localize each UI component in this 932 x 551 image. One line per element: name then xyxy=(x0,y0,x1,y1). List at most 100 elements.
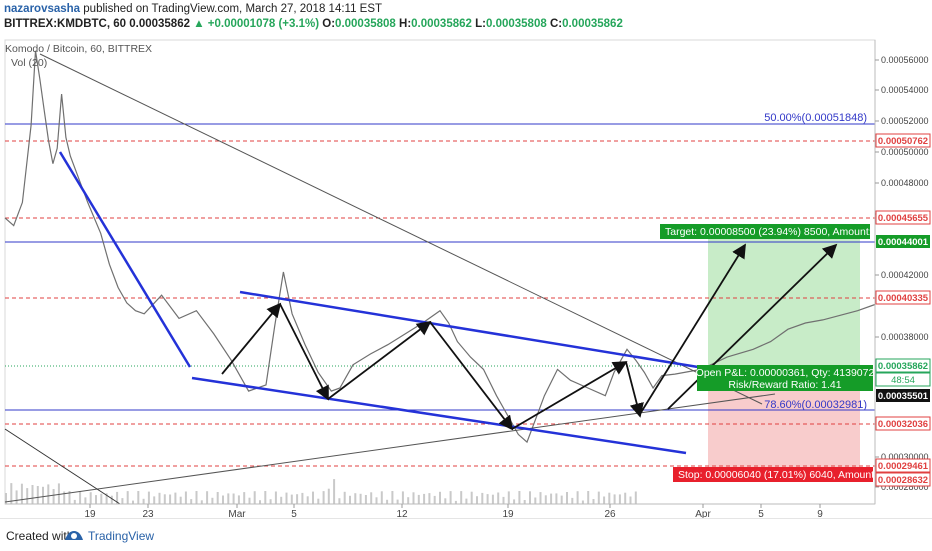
volume-bar xyxy=(343,491,346,504)
volume-bar xyxy=(502,496,505,504)
volume-bar xyxy=(216,492,219,504)
thin-trendlines xyxy=(4,53,776,505)
volume-bar xyxy=(243,492,246,504)
created-with-text: Created with xyxy=(6,529,74,543)
y-tick-label: 0.00056000 xyxy=(881,55,929,65)
pnl-label: Open P&L: 0.00000361, Qty: 4139072 xyxy=(696,367,875,379)
volume-bar xyxy=(581,500,584,504)
author-name[interactable]: nazarovsasha xyxy=(4,3,81,15)
chart-header: nazarovsasha published on TradingView.co… xyxy=(0,0,932,34)
x-tick-label: 5 xyxy=(291,509,297,518)
volume-bar xyxy=(259,500,261,504)
tag-35501: 0.00035501 xyxy=(876,389,930,402)
open-value: 0.00035808 xyxy=(335,18,396,30)
volume-bar xyxy=(126,491,129,504)
projection-arrows xyxy=(221,243,838,431)
volume-bar xyxy=(47,484,50,504)
volume-bar xyxy=(523,500,526,504)
volume-bar xyxy=(89,492,92,504)
volume-bar xyxy=(110,495,113,504)
volume-bar xyxy=(571,497,574,504)
volume-bar xyxy=(95,495,97,504)
volume-bar xyxy=(333,479,336,504)
volume-bar xyxy=(529,491,531,504)
descending-trendline xyxy=(39,53,763,405)
volume-bar xyxy=(132,500,134,504)
volume-bar xyxy=(222,495,224,504)
volume-bar xyxy=(465,498,468,504)
volume-bar xyxy=(544,495,547,504)
volume-bar xyxy=(285,492,288,504)
y-axis: 0.00056000 0.00054000 0.00052000 0.00050000… xyxy=(874,40,929,504)
volume-bar xyxy=(79,491,82,504)
tradingview-brand-link[interactable]: TradingView xyxy=(88,529,155,543)
volume-bar xyxy=(560,495,563,504)
volume-bar xyxy=(576,491,579,504)
tag-32036: 0.00032036 xyxy=(875,416,931,431)
volume-bar xyxy=(534,497,537,504)
volume-bar xyxy=(417,494,420,504)
x-tick-label: Apr xyxy=(695,509,711,518)
volume-bar xyxy=(227,493,230,504)
arrow-2 xyxy=(279,303,329,401)
volume-bar xyxy=(518,491,521,504)
symbol-label: BITTREX:KMDBTC, 60 xyxy=(4,18,127,30)
volume-bar xyxy=(52,489,55,504)
volume-bar xyxy=(248,497,251,504)
price-chart[interactable]: Komodo / Bitcoin, 60, BITTREX Vol (20) 5… xyxy=(0,34,932,518)
volume-bar xyxy=(253,491,256,504)
close-label: C: xyxy=(549,18,563,30)
volume-bar xyxy=(587,491,590,504)
y-tick-label: 0.00054000 xyxy=(881,85,929,95)
svg-text:0.00044001: 0.00044001 xyxy=(878,237,929,248)
volume-bar xyxy=(116,491,119,504)
volume-bar xyxy=(100,493,103,504)
volume-bar xyxy=(317,498,320,504)
volume-bar xyxy=(486,494,489,504)
volume-bar xyxy=(105,493,108,504)
open-label: O: xyxy=(322,18,336,30)
volume-bar xyxy=(491,494,494,504)
tag-29461: 0.00029461 xyxy=(875,458,931,473)
volume-bar xyxy=(550,493,553,504)
small-trendline xyxy=(4,428,121,505)
volume-bar xyxy=(10,483,13,504)
publish-line: nazarovsasha published on TradingView.co… xyxy=(4,3,382,15)
volume-bar xyxy=(391,491,394,504)
volume-bar xyxy=(179,496,182,504)
volume-bar xyxy=(603,496,606,504)
volume-bar xyxy=(327,488,330,504)
target-label: Target: 0.00008500 (23.94%) 8500, Amount… xyxy=(665,226,872,238)
drop-line xyxy=(58,151,192,368)
stop-label: Stop: 0.00006040 (17.01%) 6040, Amount: xyxy=(678,469,877,481)
volume-label: Vol (20) xyxy=(11,57,47,69)
y-tick-label: 0.00048000 xyxy=(881,178,929,188)
level-lines xyxy=(5,123,875,467)
volume-bar xyxy=(624,492,627,504)
x-tick-label: 26 xyxy=(604,509,616,518)
volume-bar xyxy=(375,497,378,504)
volume-bar xyxy=(68,491,71,504)
volume-bar xyxy=(312,491,314,504)
x-tick-label: Mar xyxy=(228,509,246,518)
volume-bar xyxy=(42,486,44,504)
volume-bar xyxy=(264,491,267,504)
volume-bar xyxy=(597,491,600,504)
volume-bar xyxy=(354,493,357,504)
volume-bar xyxy=(142,498,145,504)
tag-28632: 0.00028632 xyxy=(875,472,931,487)
tag-44001: 0.00044001 xyxy=(876,235,930,248)
stop-box: Stop: 0.00006040 (17.01%) 6040, Amount: xyxy=(673,467,877,482)
volume-bar xyxy=(20,483,23,504)
volume-bar xyxy=(497,492,500,504)
volume-bar xyxy=(476,496,478,504)
y-tick-label: 0.00042000 xyxy=(881,270,929,280)
volume-bar xyxy=(63,491,66,504)
y-tick-label: 0.00030000 xyxy=(881,452,929,462)
x-tick-label: 12 xyxy=(396,509,408,518)
volume-bar xyxy=(195,491,198,504)
volume-bar xyxy=(200,500,203,504)
volume-bar xyxy=(349,495,351,504)
price-series-line xyxy=(4,50,876,444)
svg-text:0.00028632: 0.00028632 xyxy=(878,475,928,486)
